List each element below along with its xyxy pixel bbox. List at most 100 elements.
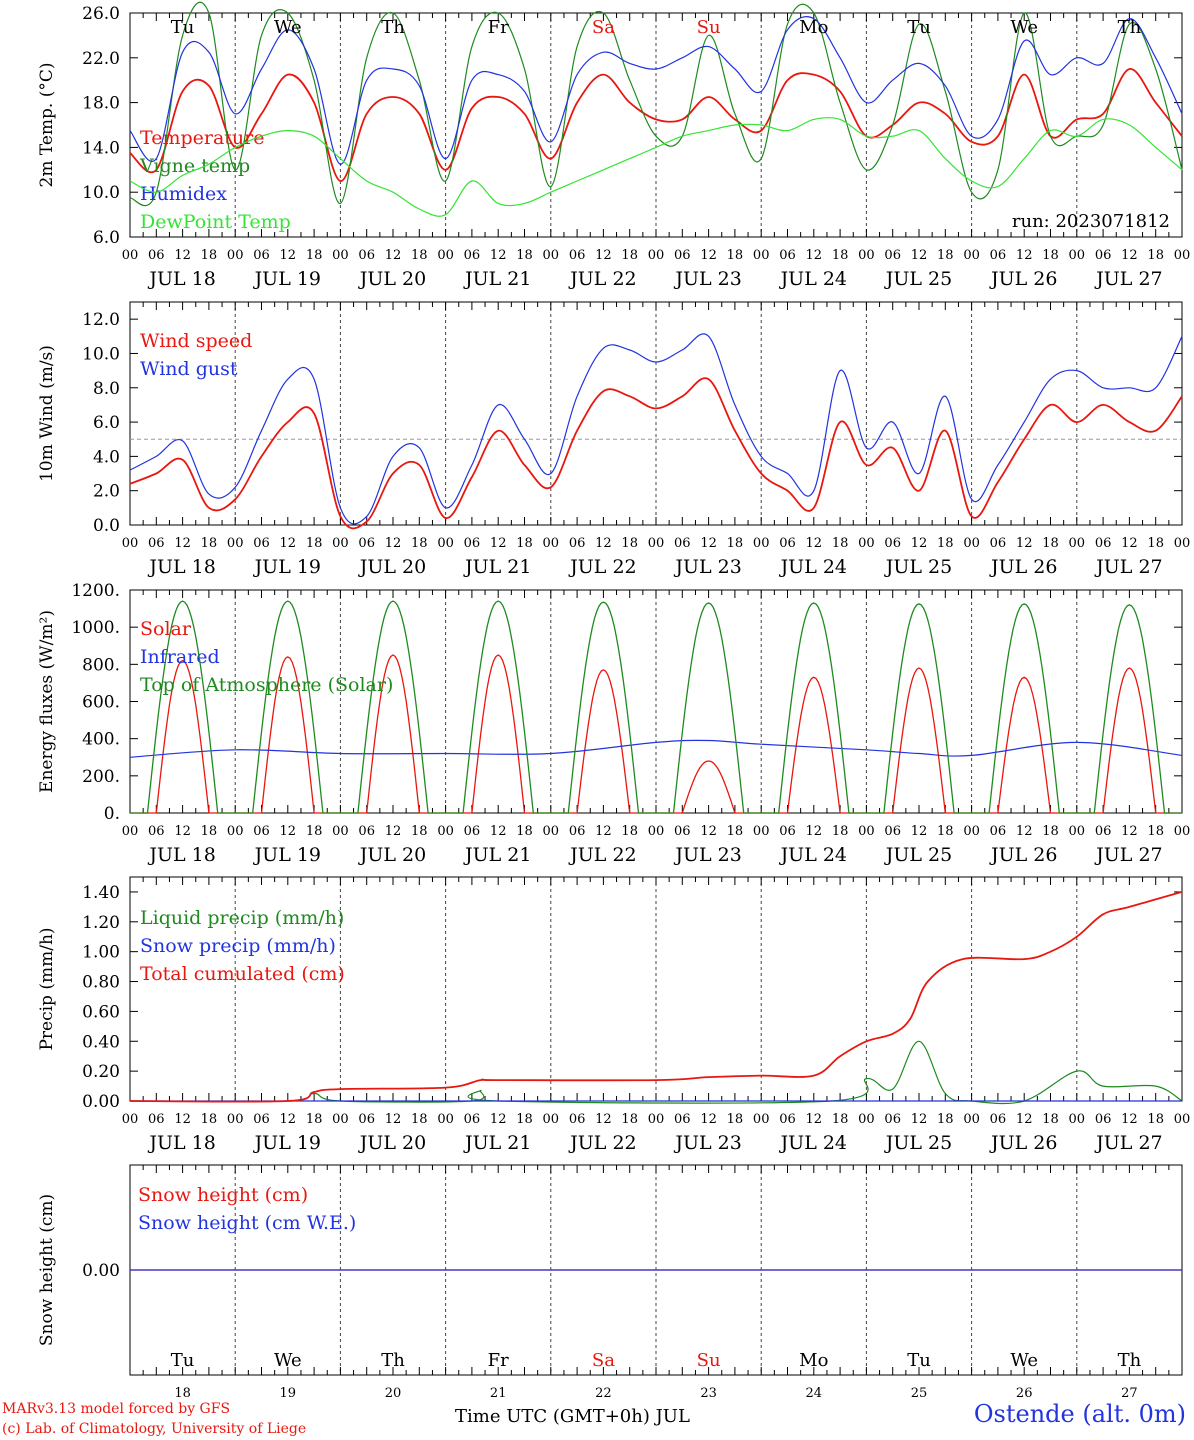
hour-tick-label: 12 xyxy=(385,248,402,263)
day-label: JUL 24 xyxy=(779,844,847,866)
y-tick-label: 0.40 xyxy=(82,1032,120,1052)
plot-frame xyxy=(129,12,1183,238)
hour-tick-label: 06 xyxy=(148,248,165,263)
hour-tick-label: 12 xyxy=(174,536,191,551)
hour-tick-label: 12 xyxy=(806,824,823,839)
day-label: JUL 19 xyxy=(253,268,321,290)
hour-tick-label: 12 xyxy=(595,824,612,839)
hour-tick-label: 18 xyxy=(201,824,218,839)
legend-entry: Snow height (cm W.E.) xyxy=(138,1212,356,1234)
hour-tick-label: 00 xyxy=(648,1112,665,1127)
hour-tick-label: 12 xyxy=(490,248,507,263)
hour-tick-label: 18 xyxy=(411,1112,428,1127)
y-tick-label: 0.00 xyxy=(82,1092,120,1112)
day-label: JUL 26 xyxy=(989,1132,1057,1154)
day-label: JUL 27 xyxy=(1094,1132,1162,1154)
hour-tick-label: 00 xyxy=(437,824,454,839)
hour-tick-label: 18 xyxy=(937,248,954,263)
day-number-label: 24 xyxy=(806,1386,823,1401)
legend-entry: Vigne temp xyxy=(139,155,250,177)
hour-tick-label: 00 xyxy=(753,536,770,551)
series-line xyxy=(129,68,1183,182)
hour-tick-label: 06 xyxy=(1095,1112,1112,1127)
hour-tick-label: 12 xyxy=(1121,536,1138,551)
hour-tick-label: 00 xyxy=(332,824,349,839)
y-tick-label: 0.20 xyxy=(82,1062,120,1082)
hour-tick-label: 06 xyxy=(253,248,270,263)
weekday-label: Mo xyxy=(799,17,828,38)
hour-tick-label: 00 xyxy=(122,536,139,551)
hour-tick-label: 06 xyxy=(990,248,1007,263)
y-tick-label: 10.0 xyxy=(82,183,120,203)
legend-entry: DewPoint Temp xyxy=(140,211,291,233)
hour-tick-label: 18 xyxy=(411,824,428,839)
hour-tick-label: 06 xyxy=(990,824,1007,839)
hour-tick-label: 18 xyxy=(727,824,744,839)
hour-tick-label: 18 xyxy=(832,248,849,263)
hour-tick-label: 12 xyxy=(1016,824,1033,839)
panel-3: 0. 200. 400. 600. 800. 1000. 1200. Energy fluxe… xyxy=(37,581,1190,866)
hour-tick-label: 18 xyxy=(1042,248,1059,263)
hour-tick-label: 18 xyxy=(201,248,218,263)
hour-tick-label: 12 xyxy=(280,1112,297,1127)
hour-tick-label: 18 xyxy=(621,824,638,839)
day-label: JUL 26 xyxy=(989,268,1057,290)
legend-entry: Liquid precip (mm/h) xyxy=(140,907,344,929)
hour-tick-label: 00 xyxy=(332,1112,349,1127)
y-tick-label: 1000. xyxy=(71,618,120,638)
hour-tick-label: 18 xyxy=(832,536,849,551)
y-tick-label: 800. xyxy=(82,655,120,675)
hour-tick-label: 18 xyxy=(516,824,533,839)
hour-tick-label: 18 xyxy=(937,1112,954,1127)
hour-tick-label: 12 xyxy=(490,536,507,551)
hour-tick-label: 00 xyxy=(543,248,560,263)
day-number-label: 25 xyxy=(911,1386,928,1401)
hour-tick-label: 00 xyxy=(332,536,349,551)
hour-tick-label: 12 xyxy=(595,1112,612,1127)
y-tick-label: 8.0 xyxy=(93,379,120,399)
hour-tick-label: 06 xyxy=(358,824,375,839)
hour-tick-label: 06 xyxy=(884,536,901,551)
y-tick-label: 0.00 xyxy=(82,1261,120,1281)
y-axis-label: Precip (mm/h) xyxy=(37,927,57,1050)
hour-tick-label: 06 xyxy=(464,824,481,839)
weekday-label: We xyxy=(1010,1350,1038,1371)
run-annotation: run: 2023071812 xyxy=(1012,211,1170,232)
day-label: JUL 20 xyxy=(358,1132,426,1154)
y-tick-label: 1.40 xyxy=(82,883,120,903)
hour-tick-label: 00 xyxy=(963,1112,980,1127)
hour-tick-label: 06 xyxy=(148,536,165,551)
panel-4: 0.00 0.20 0.40 0.60 0.80 1.00 1.20 1.40 Precip (… xyxy=(37,876,1190,1154)
hour-tick-label: 06 xyxy=(990,536,1007,551)
day-label: JUL 27 xyxy=(1094,556,1162,578)
hour-tick-label: 12 xyxy=(490,824,507,839)
y-tick-label: 1.00 xyxy=(82,943,120,963)
day-number-label: 19 xyxy=(280,1386,297,1401)
hour-tick-label: 12 xyxy=(700,248,717,263)
series-line xyxy=(129,377,1183,530)
day-label: JUL 22 xyxy=(568,268,636,290)
legend-entry: Humidex xyxy=(140,183,227,205)
y-tick-label: 600. xyxy=(82,693,120,713)
series-line xyxy=(129,891,1183,1103)
hour-tick-label: 12 xyxy=(1016,536,1033,551)
hour-tick-label: 12 xyxy=(490,1112,507,1127)
weekday-label: Sa xyxy=(592,1350,615,1371)
hour-tick-label: 00 xyxy=(858,536,875,551)
hour-tick-label: 12 xyxy=(700,824,717,839)
hour-tick-label: 00 xyxy=(543,1112,560,1127)
weekday-label: Tu xyxy=(171,17,195,38)
hour-tick-label: 06 xyxy=(674,536,691,551)
hour-tick-label: 00 xyxy=(648,824,665,839)
hour-tick-label: 06 xyxy=(674,824,691,839)
hour-tick-label: 12 xyxy=(595,536,612,551)
day-label: JUL 18 xyxy=(147,844,215,866)
hour-tick-label: 06 xyxy=(884,1112,901,1127)
hour-tick-label: 12 xyxy=(911,824,928,839)
hour-tick-label: 12 xyxy=(174,824,191,839)
hour-tick-label: 12 xyxy=(806,1112,823,1127)
hour-tick-label: 18 xyxy=(727,248,744,263)
hour-tick-label: 00 xyxy=(437,1112,454,1127)
day-label: JUL 18 xyxy=(147,556,215,578)
